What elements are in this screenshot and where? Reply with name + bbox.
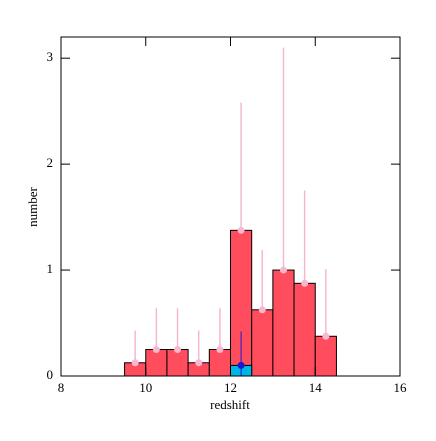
bar	[314, 335, 337, 377]
x-tick-label: 12	[224, 380, 237, 395]
error-point	[301, 279, 309, 287]
error-point	[279, 266, 287, 274]
point	[237, 361, 245, 369]
bar	[293, 282, 316, 377]
y-axis-label: number	[25, 186, 40, 226]
y-tick-label: 1	[47, 261, 54, 276]
x-tick-label: 10	[139, 380, 152, 395]
x-axis-label: redshift	[210, 397, 250, 412]
x-tick-label: 16	[394, 380, 408, 395]
error-point	[322, 332, 330, 340]
error-point	[131, 359, 139, 367]
bar	[272, 269, 295, 377]
y-tick-label: 0	[47, 367, 54, 382]
bar	[166, 349, 189, 377]
bar	[251, 309, 274, 377]
bar	[145, 349, 168, 377]
x-tick-label: 14	[309, 380, 323, 395]
error-point	[152, 346, 160, 354]
y-tick-label: 3	[47, 49, 54, 64]
error-point	[195, 359, 203, 367]
bar	[208, 349, 231, 377]
y-tick-label: 2	[47, 155, 54, 170]
error-point	[237, 226, 245, 234]
error-point	[174, 346, 182, 354]
error-point	[258, 306, 266, 314]
x-tick-label: 8	[58, 380, 65, 395]
error-point	[216, 346, 224, 354]
